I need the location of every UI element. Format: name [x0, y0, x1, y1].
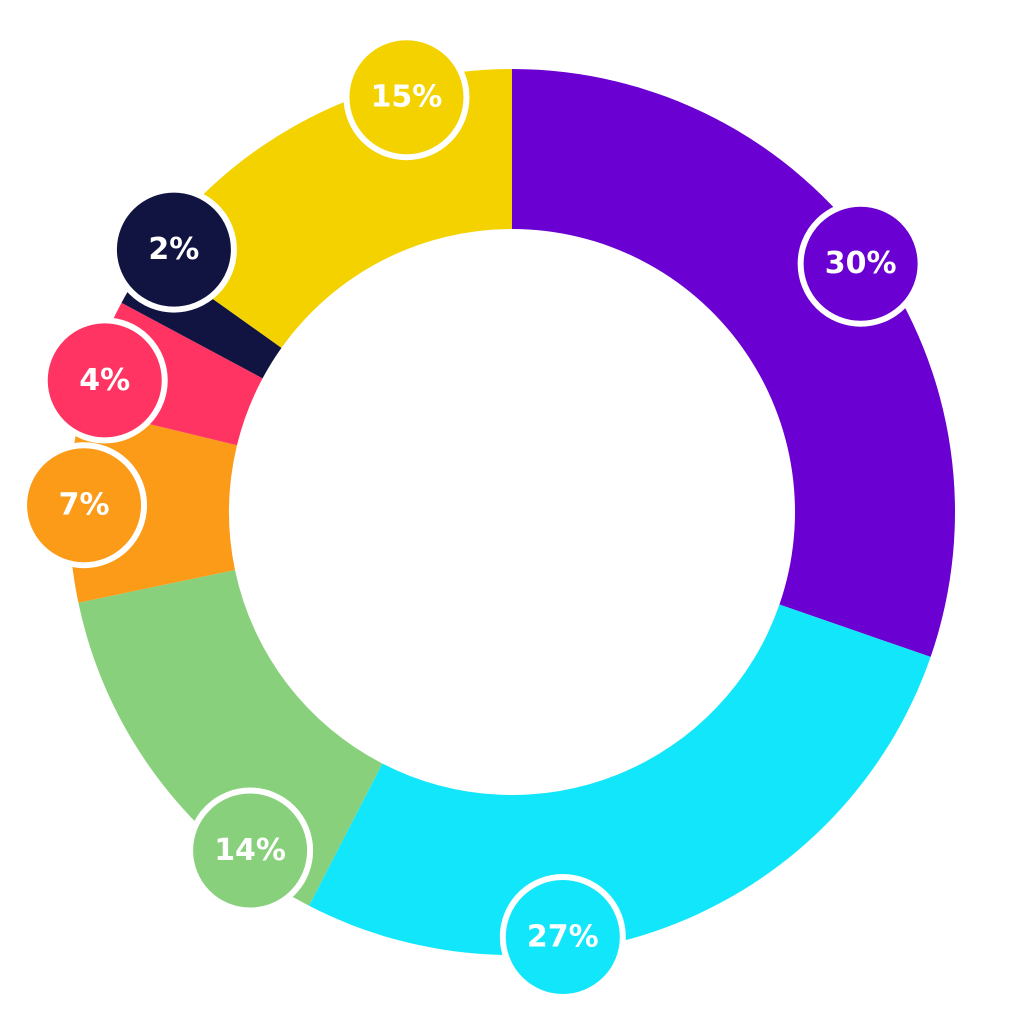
data-label: 15%: [371, 80, 443, 115]
label-bubbles-layer: 30% 27% 14% 7% 4% 2% 15%: [21, 34, 924, 1000]
label-bubble-circle: [110, 186, 237, 313]
data-label: 14%: [214, 833, 286, 868]
label-bubble-circle: [21, 442, 148, 569]
label-bubble-1: 27%: [499, 873, 626, 1000]
label-bubble-0: 30%: [797, 200, 924, 327]
label-bubble-4: 4%: [41, 317, 168, 444]
label-bubble-circle: [41, 317, 168, 444]
slice-2: [78, 569, 383, 906]
slice-0: [512, 69, 955, 657]
data-label: 4%: [79, 363, 130, 398]
label-bubble-2: 14%: [187, 787, 314, 914]
slice-1: [309, 604, 931, 955]
label-bubble-circle: [343, 34, 470, 161]
data-label: 2%: [148, 232, 199, 267]
label-bubble-5: 2%: [110, 186, 237, 313]
data-label: 27%: [527, 919, 599, 954]
label-bubble-3: 7%: [21, 442, 148, 569]
data-label: 7%: [59, 488, 110, 523]
label-bubble-circle: [499, 873, 626, 1000]
label-bubble-circle: [797, 200, 924, 327]
data-label: 30%: [825, 246, 897, 281]
label-bubble-6: 15%: [343, 34, 470, 161]
label-bubble-circle: [187, 787, 314, 914]
